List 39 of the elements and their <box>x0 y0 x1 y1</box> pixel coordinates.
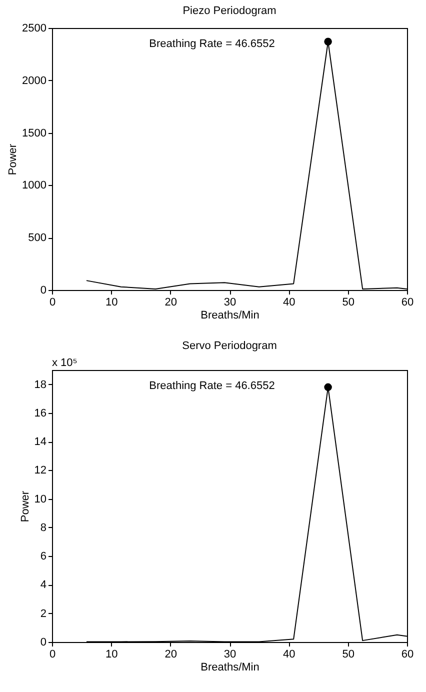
y-tick-label: 2500 <box>22 22 46 34</box>
x-tick-label: 40 <box>283 648 296 660</box>
chart-title: Servo Periodogram <box>182 340 277 352</box>
x-tick-label: 10 <box>106 648 118 660</box>
x-tick-label: 20 <box>164 296 177 308</box>
y-tick-label: 1500 <box>22 127 46 140</box>
y-axis-title: Power <box>19 490 32 522</box>
x-tick-label: 30 <box>224 648 236 660</box>
y-tick-label: 4 <box>40 579 46 592</box>
y-tick-label: 1000 <box>22 180 46 192</box>
y-tick-label: 14 <box>34 436 46 448</box>
y-tick-label: 0 <box>40 284 46 296</box>
y-axis-title: Power <box>7 144 20 176</box>
y-tick-label: 18 <box>34 378 46 391</box>
y-tick-label: 8 <box>40 522 46 534</box>
x-tick-label: 60 <box>401 296 414 308</box>
x-tick-label: 50 <box>342 648 354 660</box>
y-tick-label: 6 <box>40 550 46 563</box>
x-tick-label: 10 <box>106 296 118 308</box>
annotation: Breathing Rate = 46.6552 <box>149 380 275 392</box>
x-axis-title: Breaths/Min <box>200 662 260 674</box>
chart-title: Piezo Periodogram <box>182 5 276 17</box>
y-tick-label: 0 <box>40 636 46 648</box>
y-tick-label: 10 <box>34 493 46 506</box>
x-tick-label: 30 <box>224 296 236 308</box>
y-tick-label: 16 <box>34 407 46 420</box>
x-tick-label: 0 <box>49 648 56 660</box>
x-tick-label: 20 <box>164 648 177 660</box>
y-tick-label: 2 <box>40 608 46 620</box>
x-tick-label: 50 <box>342 296 354 308</box>
x-tick-label: 0 <box>49 296 56 308</box>
x-tick-label: 40 <box>283 296 296 308</box>
x-tick-label: 60 <box>401 648 414 660</box>
annotation: Breathing Rate = 46.6552 <box>149 38 275 50</box>
text: x 10⁵ <box>52 357 78 369</box>
y-tick-label: 2000 <box>22 74 46 87</box>
x-axis-title: Breaths/Min <box>200 310 260 322</box>
y-tick-label: 500 <box>28 232 46 244</box>
y-tick-label: 12 <box>34 464 46 477</box>
